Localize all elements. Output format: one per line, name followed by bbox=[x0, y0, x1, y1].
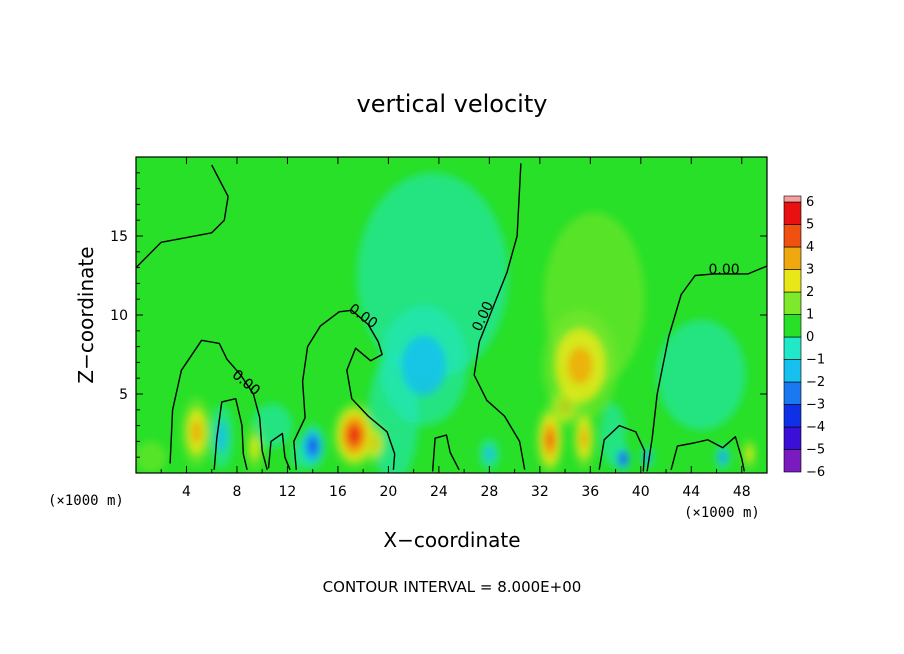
x-tick-label: 36 bbox=[581, 484, 599, 500]
velocity-field bbox=[136, 157, 767, 473]
field-cell bbox=[401, 335, 446, 396]
colorbar-swatch bbox=[783, 404, 802, 428]
y-axis-label: Z−coordinate bbox=[74, 246, 98, 383]
colorbar-swatch bbox=[783, 224, 802, 248]
x-tick-label: 28 bbox=[480, 484, 498, 500]
contour-line bbox=[293, 309, 396, 470]
x-tick-label: 32 bbox=[531, 484, 549, 500]
colorbar-label: 2 bbox=[806, 285, 814, 300]
colorbar-swatch bbox=[783, 381, 802, 405]
field-cell bbox=[567, 347, 593, 384]
contour-line bbox=[169, 339, 268, 470]
colorbar-swatch bbox=[783, 314, 802, 338]
field-cell bbox=[720, 452, 726, 462]
x-tick-label: 40 bbox=[632, 484, 650, 500]
contour-line bbox=[136, 164, 229, 269]
field-cell bbox=[657, 319, 746, 431]
colorbar-swatch bbox=[783, 195, 802, 203]
colorbar-label: −3 bbox=[806, 398, 825, 413]
x-unit-right: (×1000 m) bbox=[684, 505, 760, 521]
field-cell bbox=[216, 420, 228, 453]
x-tick-label: 4 bbox=[182, 484, 191, 500]
field-cell bbox=[350, 428, 359, 442]
contour-line bbox=[431, 434, 460, 472]
contour-line bbox=[473, 163, 526, 470]
x-unit-left: (×1000 m) bbox=[48, 493, 124, 509]
field-cell bbox=[645, 453, 650, 461]
field-cell bbox=[580, 427, 588, 449]
colorbar-label: −1 bbox=[806, 353, 825, 368]
x-tick-label: 24 bbox=[430, 484, 448, 500]
contour-line bbox=[598, 424, 646, 472]
colorbar-swatch bbox=[783, 426, 802, 450]
field-cell bbox=[546, 431, 554, 449]
contour-line bbox=[670, 436, 745, 472]
colorbar-label: 0 bbox=[806, 330, 814, 345]
y-tick-label: 5 bbox=[119, 387, 128, 403]
colorbar: −6 −5 −4 −3 −2 −1 0 1 2 3 4 5 6 bbox=[783, 195, 825, 480]
field-cell bbox=[621, 456, 625, 462]
colorbar-label: −2 bbox=[806, 375, 825, 390]
x-tick-label: 12 bbox=[279, 484, 297, 500]
colorbar-swatch bbox=[783, 269, 802, 293]
zero-contours bbox=[136, 163, 767, 472]
colorbar-swatch bbox=[783, 449, 802, 473]
colorbar-swatch bbox=[783, 336, 802, 360]
x-tick-label: 20 bbox=[379, 484, 397, 500]
colorbar-swatch bbox=[783, 359, 802, 383]
colorbar-label: 3 bbox=[806, 263, 814, 278]
colorbar-label: −4 bbox=[806, 420, 825, 435]
contour-line bbox=[646, 265, 767, 472]
field-cell bbox=[136, 441, 167, 473]
y-tick-label: 10 bbox=[110, 308, 128, 324]
field-cell bbox=[191, 420, 202, 444]
contour-line bbox=[213, 398, 248, 470]
colorbar-label: 6 bbox=[806, 195, 814, 210]
x-axis-ticks: 4 8 12 16 20 24 28 32 36 40 44 48 bbox=[160, 157, 751, 500]
colorbar-swatch bbox=[783, 201, 802, 225]
contour-line bbox=[267, 432, 291, 471]
colorbar-label: 5 bbox=[806, 218, 814, 233]
colorbar-swatch bbox=[783, 291, 802, 315]
colorbar-label: 4 bbox=[806, 240, 814, 255]
colorbar-label: −6 bbox=[806, 465, 825, 480]
x-tick-label: 44 bbox=[682, 484, 700, 500]
chart-title: vertical velocity bbox=[357, 90, 548, 118]
field-cell bbox=[250, 435, 260, 460]
contour-interval-note: CONTOUR INTERVAL = 8.000E+00 bbox=[323, 578, 582, 596]
colorbar-label: −5 bbox=[806, 443, 825, 458]
contour-label: 0.00 bbox=[709, 262, 740, 278]
x-axis-label: X−coordinate bbox=[383, 528, 520, 552]
field-cell bbox=[745, 446, 754, 462]
field-cell bbox=[484, 446, 495, 462]
x-tick-label: 48 bbox=[733, 484, 751, 500]
y-axis-ticks: 5 10 15 bbox=[110, 172, 767, 458]
field-cell bbox=[309, 440, 316, 452]
x-tick-label: 8 bbox=[232, 484, 241, 500]
colorbar-label: 1 bbox=[806, 308, 814, 323]
x-tick-label: 16 bbox=[329, 484, 347, 500]
colorbar-swatch bbox=[783, 246, 802, 270]
y-tick-label: 15 bbox=[110, 229, 128, 245]
